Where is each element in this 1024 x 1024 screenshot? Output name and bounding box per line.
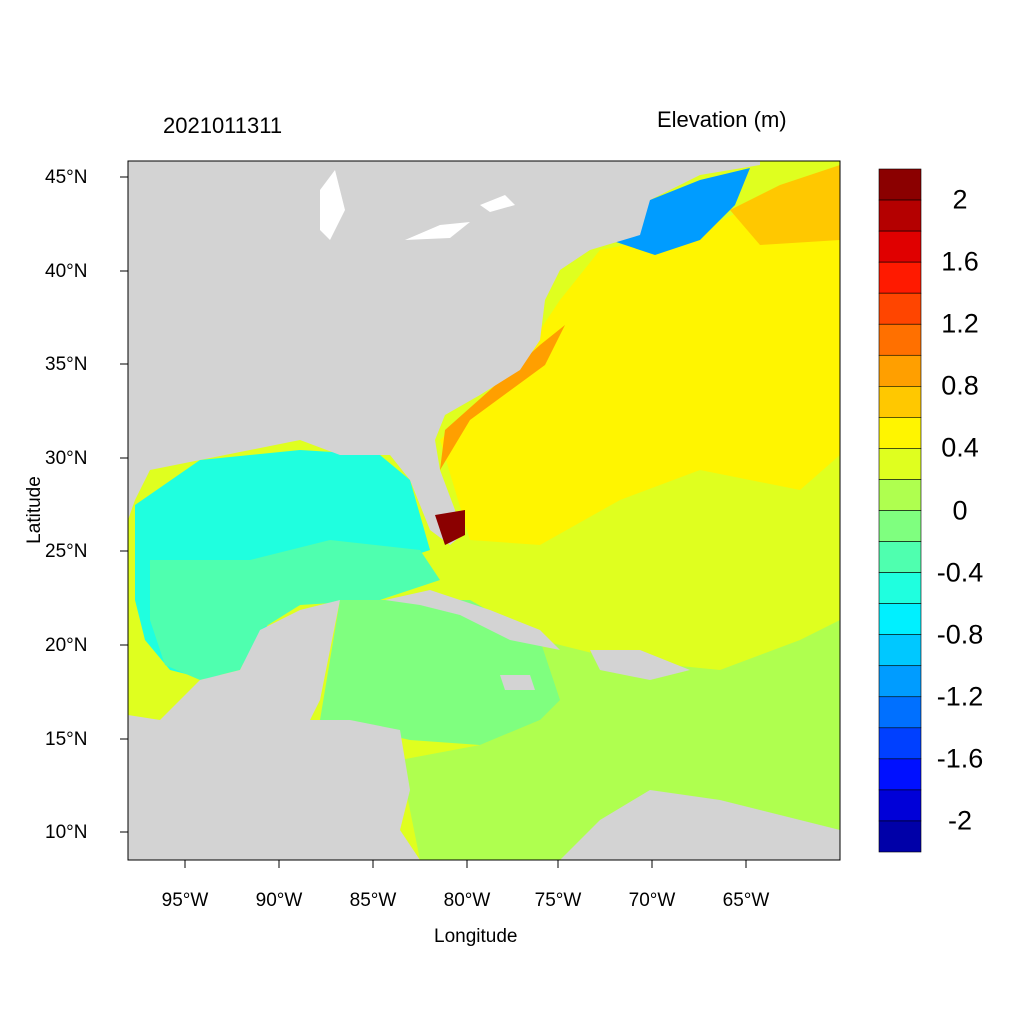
y-ticks bbox=[120, 176, 128, 833]
x-tick-label: 95°W bbox=[161, 890, 209, 911]
caribbean-east bbox=[400, 620, 840, 860]
land-hispaniola bbox=[590, 650, 690, 680]
y-axis-label: Latitude bbox=[24, 476, 45, 544]
colorbar-bin bbox=[878, 603, 922, 635]
colorbar-label: 0 bbox=[952, 495, 968, 525]
y-tick-label: 35°N bbox=[45, 354, 88, 375]
land-cuba bbox=[385, 590, 560, 650]
colorbar-label: 1.2 bbox=[941, 308, 979, 339]
x-axis-label: Longitude bbox=[434, 926, 518, 947]
land-central-america bbox=[128, 600, 420, 860]
y-tick-label: 15°N bbox=[45, 729, 88, 750]
colorbar-label: -2 bbox=[947, 805, 973, 836]
land-south-america bbox=[560, 790, 840, 860]
colorbar-bin bbox=[878, 541, 922, 573]
colorbar-bin bbox=[878, 510, 922, 542]
great-lakes-ontario bbox=[480, 195, 515, 212]
y-tick-label: 45°N bbox=[45, 167, 88, 188]
colorbar-bin bbox=[878, 789, 922, 822]
x-tick-label: 85°W bbox=[349, 890, 397, 911]
y-tick-label: 30°N bbox=[45, 448, 88, 469]
colorbar bbox=[878, 168, 922, 853]
x-ticks bbox=[184, 860, 747, 868]
y-tick-label: 10°N bbox=[45, 822, 88, 843]
y-tick-label: 40°N bbox=[45, 261, 88, 282]
colorbar-bin bbox=[878, 230, 922, 263]
colorbar-bin bbox=[878, 727, 922, 760]
colorbar-bin bbox=[878, 292, 922, 325]
great-lakes-erie bbox=[405, 222, 470, 240]
plot-frame bbox=[127, 160, 841, 861]
colorbar-label: -1.6 bbox=[936, 743, 984, 774]
nova-scotia-shelf bbox=[730, 165, 840, 245]
colorbar-label: 0.8 bbox=[941, 370, 979, 401]
atlantic-north bbox=[440, 165, 840, 545]
colorbar-bin bbox=[878, 448, 922, 480]
colorbar-bin bbox=[878, 199, 922, 232]
plot-date-title: 2021011311 bbox=[163, 113, 283, 138]
colorbar-bin bbox=[878, 572, 922, 604]
colorbar-bin bbox=[878, 386, 922, 418]
colorbar-bin bbox=[878, 261, 922, 294]
colorbar-label: 0.4 bbox=[941, 432, 979, 463]
colorbar-label: -1.2 bbox=[936, 681, 984, 712]
southeast-coast bbox=[440, 325, 565, 470]
x-tick-label: 65°W bbox=[722, 890, 770, 911]
land-north-america bbox=[128, 161, 760, 545]
colorbar-bin bbox=[878, 479, 922, 511]
y-tick-label: 25°N bbox=[45, 541, 88, 562]
land-jamaica bbox=[500, 675, 535, 690]
variable-title: Elevation (m) bbox=[657, 107, 787, 132]
x-tick-label: 80°W bbox=[443, 890, 491, 911]
colorbar-bin bbox=[878, 354, 922, 387]
y-tick-label: 20°N bbox=[45, 635, 88, 656]
x-tick-label: 90°W bbox=[255, 890, 303, 911]
colorbar-label: -0.4 bbox=[936, 557, 984, 588]
colorbar-bin bbox=[878, 323, 922, 356]
colorbar-label: 1.6 bbox=[941, 246, 979, 277]
caribbean-west bbox=[320, 600, 560, 745]
gulf-south bbox=[150, 540, 440, 680]
x-tick-label: 70°W bbox=[628, 890, 676, 911]
colorbar-label: -0.8 bbox=[936, 619, 984, 650]
florida-surge bbox=[435, 510, 465, 545]
colorbar-bin bbox=[878, 417, 922, 449]
great-lakes bbox=[320, 170, 345, 240]
colorbar-bin bbox=[878, 820, 922, 853]
colorbar-bin bbox=[878, 168, 922, 201]
colorbar-bin bbox=[878, 696, 922, 729]
colorbar-bin bbox=[878, 634, 922, 667]
colorbar-bin bbox=[878, 665, 922, 698]
x-tick-label: 75°W bbox=[534, 890, 582, 911]
colorbar-label: 2 bbox=[952, 184, 968, 215]
gulf-of-maine bbox=[610, 168, 750, 255]
colorbar-bin bbox=[878, 758, 922, 791]
